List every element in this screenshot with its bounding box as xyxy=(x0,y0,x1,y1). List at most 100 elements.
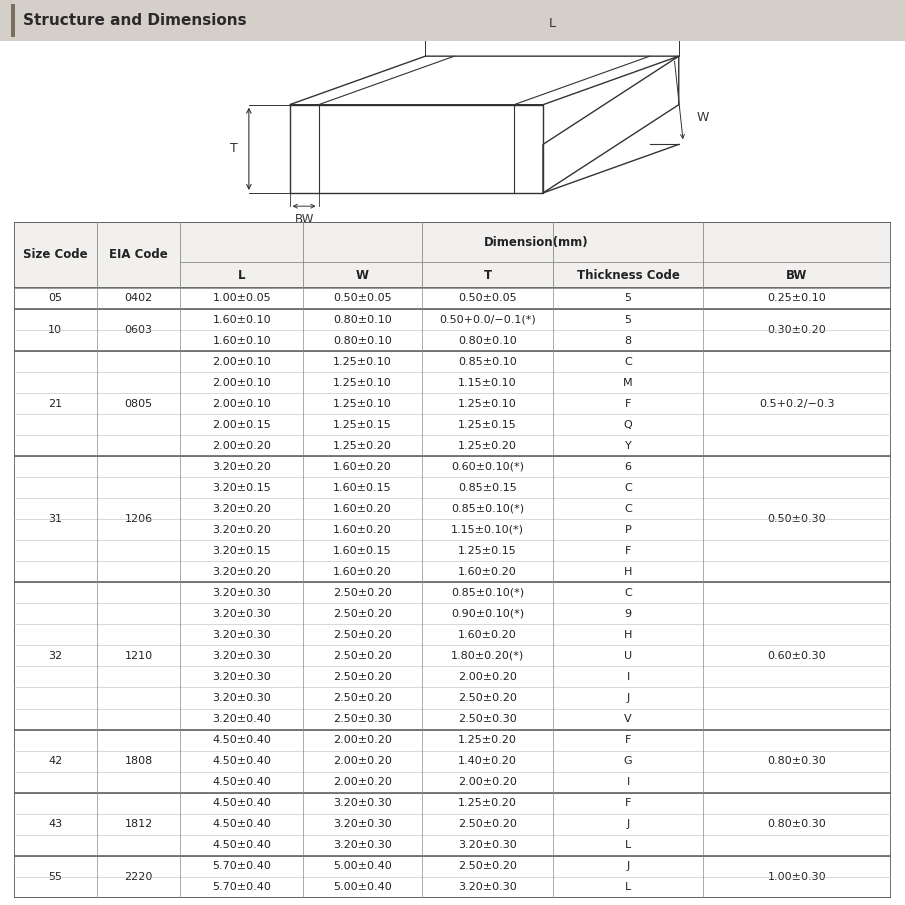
Text: 2.50±0.20: 2.50±0.20 xyxy=(333,693,392,703)
Text: 1.80±0.20(*): 1.80±0.20(*) xyxy=(451,651,524,661)
Text: 3.20±0.30: 3.20±0.30 xyxy=(333,819,392,829)
Text: Size Code: Size Code xyxy=(23,248,88,262)
Text: F: F xyxy=(624,546,632,556)
Text: 1.60±0.10: 1.60±0.10 xyxy=(213,336,272,346)
Text: W: W xyxy=(697,111,710,124)
Text: 2.00±0.20: 2.00±0.20 xyxy=(458,777,517,787)
Text: F: F xyxy=(624,735,632,745)
Text: 0.85±0.10: 0.85±0.10 xyxy=(458,357,517,367)
Text: 10: 10 xyxy=(48,325,62,335)
Text: 2.50±0.20: 2.50±0.20 xyxy=(333,630,392,640)
Text: Q: Q xyxy=(624,420,633,430)
Text: 1.15±0.10(*): 1.15±0.10(*) xyxy=(451,525,524,535)
Text: 2.50±0.20: 2.50±0.20 xyxy=(333,609,392,619)
Text: M: M xyxy=(624,377,633,387)
Text: C: C xyxy=(624,357,632,367)
Text: 1.25±0.15: 1.25±0.15 xyxy=(458,546,517,556)
Text: 1.60±0.10: 1.60±0.10 xyxy=(213,315,272,325)
Text: C: C xyxy=(624,482,632,492)
Text: 0603: 0603 xyxy=(125,325,153,335)
Text: 2220: 2220 xyxy=(125,872,153,881)
Text: 3.20±0.30: 3.20±0.30 xyxy=(213,693,272,703)
Text: 1.60±0.20: 1.60±0.20 xyxy=(333,462,392,472)
Text: C: C xyxy=(624,504,632,514)
Text: 2.50±0.20: 2.50±0.20 xyxy=(458,862,517,872)
Text: 5: 5 xyxy=(624,315,632,325)
Text: 1.25±0.10: 1.25±0.10 xyxy=(333,377,392,387)
Text: F: F xyxy=(624,398,632,409)
Text: 3.20±0.20: 3.20±0.20 xyxy=(213,462,272,472)
Text: 0.5+0.2/−0.3: 0.5+0.2/−0.3 xyxy=(759,398,834,409)
Text: 1.60±0.15: 1.60±0.15 xyxy=(333,482,392,492)
Text: H: H xyxy=(624,567,633,576)
Text: 4.50±0.40: 4.50±0.40 xyxy=(213,819,272,829)
Text: 4.50±0.40: 4.50±0.40 xyxy=(213,777,272,787)
Text: 1.25±0.10: 1.25±0.10 xyxy=(458,398,517,409)
Text: C: C xyxy=(624,588,632,598)
Text: 2.50±0.30: 2.50±0.30 xyxy=(458,714,517,724)
Text: 5.70±0.40: 5.70±0.40 xyxy=(213,862,272,872)
Text: 3.20±0.30: 3.20±0.30 xyxy=(333,840,392,850)
Text: 3.20±0.15: 3.20±0.15 xyxy=(213,482,272,492)
Text: Y: Y xyxy=(624,441,632,451)
Text: 1.60±0.15: 1.60±0.15 xyxy=(333,546,392,556)
Text: 0.50±0.05: 0.50±0.05 xyxy=(333,293,392,303)
Text: 2.50±0.20: 2.50±0.20 xyxy=(458,693,517,703)
Text: I: I xyxy=(626,777,630,787)
Text: 2.00±0.10: 2.00±0.10 xyxy=(213,377,272,387)
Text: 0.80±0.30: 0.80±0.30 xyxy=(767,819,826,829)
Text: J: J xyxy=(626,693,630,703)
Text: 2.00±0.20: 2.00±0.20 xyxy=(333,777,392,787)
Text: 0.90±0.10(*): 0.90±0.10(*) xyxy=(451,609,524,619)
Text: Thickness Code: Thickness Code xyxy=(576,269,680,281)
Text: 6: 6 xyxy=(624,462,632,472)
Text: 0805: 0805 xyxy=(125,398,153,409)
Text: 2.50±0.30: 2.50±0.30 xyxy=(333,714,392,724)
Text: 1206: 1206 xyxy=(125,514,153,524)
Text: 5.00±0.40: 5.00±0.40 xyxy=(333,862,392,872)
Text: 0.80±0.10: 0.80±0.10 xyxy=(333,336,392,346)
Text: 0.60±0.30: 0.60±0.30 xyxy=(767,651,826,661)
Text: 43: 43 xyxy=(48,819,62,829)
Text: 4.50±0.40: 4.50±0.40 xyxy=(213,840,272,850)
Text: 1808: 1808 xyxy=(125,756,153,767)
Text: 3.20±0.20: 3.20±0.20 xyxy=(213,525,272,535)
Text: G: G xyxy=(624,756,633,767)
Bar xyxy=(14,222,891,288)
Text: 1.25±0.20: 1.25±0.20 xyxy=(333,441,392,451)
Text: 1210: 1210 xyxy=(125,651,153,661)
Text: 05: 05 xyxy=(48,293,62,303)
Text: 2.00±0.15: 2.00±0.15 xyxy=(213,420,272,430)
Text: F: F xyxy=(624,798,632,808)
Text: 1.60±0.20: 1.60±0.20 xyxy=(333,504,392,514)
Text: 3.20±0.20: 3.20±0.20 xyxy=(213,504,272,514)
Text: 3.20±0.30: 3.20±0.30 xyxy=(458,882,517,892)
Text: 1.25±0.20: 1.25±0.20 xyxy=(458,798,517,808)
Text: L: L xyxy=(548,16,556,30)
Text: 0.85±0.10(*): 0.85±0.10(*) xyxy=(451,504,524,514)
Text: 2.00±0.20: 2.00±0.20 xyxy=(458,672,517,682)
Text: 5.00±0.40: 5.00±0.40 xyxy=(333,882,392,892)
Text: 0.30±0.20: 0.30±0.20 xyxy=(767,325,826,335)
Text: 1.60±0.20: 1.60±0.20 xyxy=(458,567,517,576)
Text: 1.00±0.05: 1.00±0.05 xyxy=(213,293,272,303)
Text: 55: 55 xyxy=(48,872,62,881)
Text: 0402: 0402 xyxy=(125,293,153,303)
Text: 2.00±0.20: 2.00±0.20 xyxy=(333,756,392,767)
Text: 2.00±0.10: 2.00±0.10 xyxy=(213,357,272,367)
Text: 1812: 1812 xyxy=(125,819,153,829)
Text: 1.60±0.20: 1.60±0.20 xyxy=(333,567,392,576)
Text: 32: 32 xyxy=(48,651,62,661)
Text: 3.20±0.30: 3.20±0.30 xyxy=(213,609,272,619)
Text: 8: 8 xyxy=(624,336,632,346)
Text: 1.25±0.15: 1.25±0.15 xyxy=(333,420,392,430)
Text: Structure and Dimensions: Structure and Dimensions xyxy=(23,13,246,28)
Text: 1.25±0.10: 1.25±0.10 xyxy=(333,357,392,367)
Text: 1.25±0.20: 1.25±0.20 xyxy=(458,735,517,745)
Text: EIA Code: EIA Code xyxy=(110,248,168,262)
Text: 3.20±0.30: 3.20±0.30 xyxy=(458,840,517,850)
Text: T: T xyxy=(230,142,238,156)
Text: 4.50±0.40: 4.50±0.40 xyxy=(213,756,272,767)
Text: U: U xyxy=(624,651,632,661)
Text: 5: 5 xyxy=(624,293,632,303)
